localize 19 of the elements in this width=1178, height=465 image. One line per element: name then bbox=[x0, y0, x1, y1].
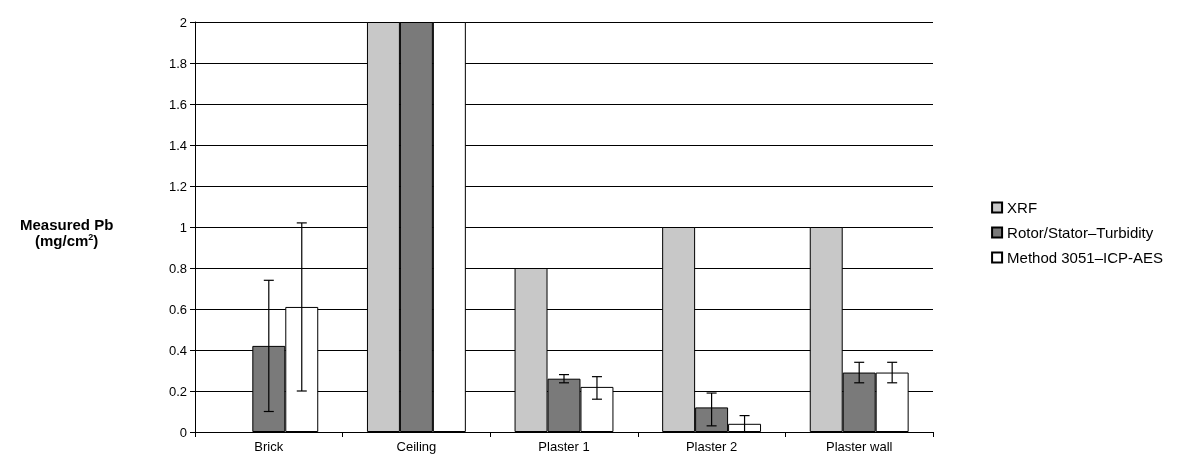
y-tick-label: 0.8 bbox=[168, 260, 187, 276]
x-tick-label: Brick bbox=[254, 439, 284, 454]
x-tick-label: Ceiling bbox=[396, 439, 437, 454]
y-tick-label: 1 bbox=[179, 219, 187, 235]
y-tick-label: 0.6 bbox=[168, 301, 187, 317]
legend-label: Method 3051–ICP-AES bbox=[1007, 249, 1164, 266]
y-tick-label: 0.4 bbox=[168, 342, 187, 358]
y-tick-label: 1.4 bbox=[168, 137, 187, 153]
x-tick-label: Plaster wall bbox=[825, 439, 893, 454]
legend-label: Rotor/Stator–Turbidity bbox=[1007, 224, 1154, 241]
y-tick-label: 1.2 bbox=[168, 178, 187, 194]
legend-label: XRF bbox=[1007, 199, 1038, 216]
y-tick-label: 1.8 bbox=[168, 55, 187, 71]
y-tick-label: 0.2 bbox=[168, 383, 187, 399]
y-tick-label: 2 bbox=[179, 14, 187, 30]
y-tick-label: 1.6 bbox=[168, 96, 187, 112]
x-tick-label: Plaster 2 bbox=[685, 439, 738, 454]
y-tick-label: 0 bbox=[179, 424, 187, 440]
x-tick-label: Plaster 1 bbox=[538, 439, 590, 454]
